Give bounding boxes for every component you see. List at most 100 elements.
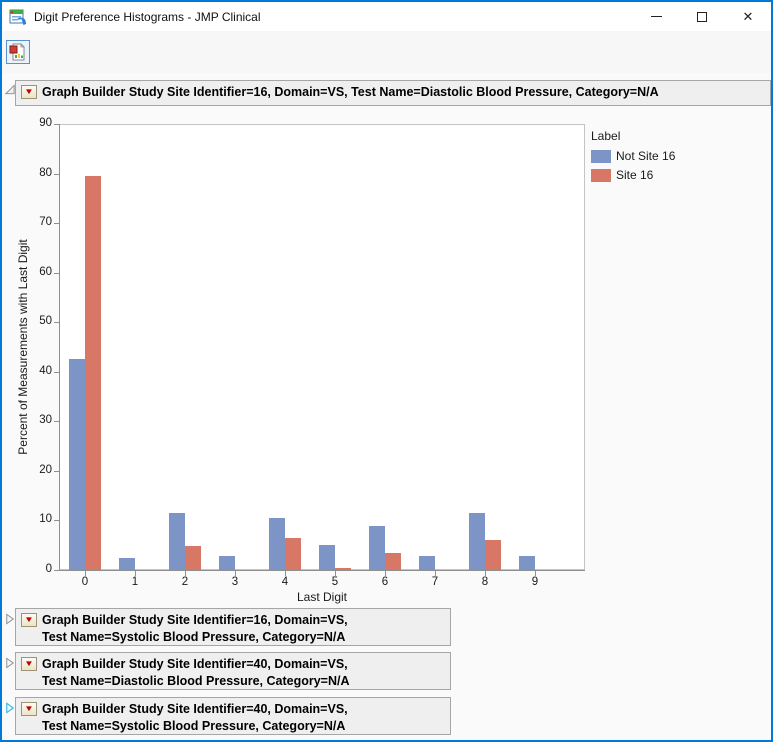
x-tick-mark bbox=[85, 571, 86, 576]
window-controls: ✕ bbox=[633, 2, 771, 31]
bar-site-16-digit-8[interactable] bbox=[485, 540, 501, 570]
bar-not-site-16-digit-1[interactable] bbox=[119, 557, 135, 570]
y-tick-mark bbox=[54, 124, 59, 125]
x-tick-mark bbox=[485, 571, 486, 576]
red-triangle-button[interactable]: ▼ bbox=[21, 702, 37, 716]
section-header-2: ▼ Graph Builder Study Site Identifier=16… bbox=[15, 608, 451, 646]
x-tick-label: 9 bbox=[531, 576, 539, 588]
y-tick-label: 70 bbox=[39, 216, 52, 229]
maximize-button[interactable] bbox=[679, 2, 725, 31]
y-tick-label: 80 bbox=[39, 166, 52, 179]
y-tick-mark bbox=[54, 173, 59, 175]
bar-not-site-16-digit-4[interactable] bbox=[269, 517, 285, 570]
section-header-1: ▼ Graph Builder Study Site Identifier=16… bbox=[15, 80, 771, 106]
disclosure-triangle-icon-collapsed[interactable] bbox=[4, 612, 16, 625]
y-tick-label: 20 bbox=[39, 463, 52, 476]
section-title: Graph Builder Study Site Identifier=40, … bbox=[42, 702, 348, 733]
bar-not-site-16-digit-8[interactable] bbox=[469, 512, 485, 570]
bar-not-site-16-digit-0[interactable] bbox=[69, 359, 85, 570]
bar-not-site-16-digit-5[interactable] bbox=[319, 545, 335, 570]
x-tick-mark bbox=[285, 571, 286, 576]
section-header-3: ▼ Graph Builder Study Site Identifier=40… bbox=[15, 652, 451, 690]
legend-entry: Not Site 16 bbox=[591, 149, 675, 163]
legend-entry: Site 16 bbox=[591, 168, 675, 182]
x-tick-mark bbox=[185, 571, 186, 576]
red-triangle-button[interactable]: ▼ bbox=[21, 85, 37, 99]
legend-swatch[interactable] bbox=[591, 149, 611, 163]
plot-area[interactable] bbox=[59, 124, 585, 570]
x-axis-line bbox=[59, 570, 585, 571]
y-tick-mark bbox=[54, 322, 59, 324]
x-tick-mark bbox=[535, 571, 536, 576]
close-button[interactable]: ✕ bbox=[725, 2, 771, 31]
legend-label: Site 16 bbox=[616, 168, 654, 182]
x-tick-mark bbox=[385, 571, 386, 576]
bar-site-16-digit-5[interactable] bbox=[335, 568, 351, 570]
y-axis-title[interactable]: Percent of Measurements with Last Digit bbox=[16, 239, 30, 455]
y-tick-mark bbox=[54, 570, 59, 571]
x-tick-mark bbox=[135, 571, 136, 576]
x-axis-title[interactable]: Last Digit bbox=[296, 590, 348, 604]
x-tick-label: 7 bbox=[431, 576, 439, 588]
red-triangle-icon: ▼ bbox=[24, 615, 34, 624]
y-tick-label: 10 bbox=[39, 513, 52, 526]
x-tick-mark bbox=[435, 571, 436, 576]
x-tick-label: 1 bbox=[131, 576, 139, 588]
x-tick-mark bbox=[335, 571, 336, 576]
bar-site-16-digit-4[interactable] bbox=[285, 537, 301, 570]
legend-swatch[interactable] bbox=[591, 168, 611, 182]
section-header-4: ▼ Graph Builder Study Site Identifier=40… bbox=[15, 697, 451, 735]
bar-site-16-digit-0[interactable] bbox=[85, 176, 101, 570]
x-tick-label: 5 bbox=[331, 576, 339, 588]
bar-not-site-16-digit-9[interactable] bbox=[519, 556, 535, 570]
x-tick-label: 2 bbox=[181, 576, 189, 588]
y-tick-mark bbox=[54, 470, 59, 472]
y-tick-label: 60 bbox=[39, 265, 52, 278]
y-tick-label: 50 bbox=[39, 315, 52, 328]
red-triangle-button[interactable]: ▼ bbox=[21, 613, 37, 627]
disclosure-triangle-icon-expanded[interactable] bbox=[4, 83, 16, 96]
x-tick-label: 8 bbox=[481, 576, 489, 588]
x-tick-mark bbox=[235, 571, 236, 576]
y-tick-mark bbox=[54, 520, 59, 522]
y-tick-mark bbox=[54, 223, 59, 225]
section-title: Graph Builder Study Site Identifier=16, … bbox=[42, 613, 348, 644]
y-axis-line bbox=[59, 124, 60, 570]
section-title: Graph Builder Study Site Identifier=16, … bbox=[42, 85, 659, 99]
close-icon: ✕ bbox=[742, 9, 754, 24]
bar-site-16-digit-2[interactable] bbox=[185, 546, 201, 570]
y-tick-label: 0 bbox=[45, 563, 52, 575]
legend: Label Not Site 16 Site 16 bbox=[591, 129, 675, 187]
red-triangle-icon: ▼ bbox=[24, 659, 34, 668]
titlebar: Digit Preference Histograms - JMP Clinic… bbox=[2, 2, 771, 31]
x-tick-label: 3 bbox=[231, 576, 239, 588]
y-tick-label: 40 bbox=[39, 364, 52, 377]
maximize-icon bbox=[697, 11, 707, 22]
section-title: Graph Builder Study Site Identifier=40, … bbox=[42, 657, 350, 688]
x-tick-label: 6 bbox=[381, 576, 389, 588]
bar-not-site-16-digit-3[interactable] bbox=[219, 556, 235, 570]
y-tick-mark bbox=[54, 272, 59, 274]
disclosure-triangle-icon-collapsed-highlighted[interactable] bbox=[4, 701, 16, 714]
app-icon bbox=[9, 9, 27, 25]
y-tick-label: 90 bbox=[39, 117, 52, 129]
red-triangle-button[interactable]: ▼ bbox=[21, 657, 37, 671]
legend-title: Label bbox=[591, 129, 621, 143]
window-title: Digit Preference Histograms - JMP Clinic… bbox=[34, 9, 261, 24]
y-tick-mark bbox=[54, 371, 59, 373]
create-report-button[interactable] bbox=[6, 40, 30, 64]
toolbar bbox=[2, 31, 771, 73]
disclosure-triangle-icon-collapsed[interactable] bbox=[4, 656, 16, 669]
legend-label: Not Site 16 bbox=[616, 149, 676, 163]
red-triangle-icon: ▼ bbox=[24, 87, 34, 96]
y-tick-mark bbox=[54, 421, 59, 423]
minimize-button[interactable] bbox=[633, 2, 679, 31]
report-icon bbox=[9, 43, 25, 61]
bar-not-site-16-digit-7[interactable] bbox=[419, 556, 435, 570]
bar-not-site-16-digit-2[interactable] bbox=[169, 513, 185, 570]
bar-site-16-digit-6[interactable] bbox=[385, 553, 401, 570]
bar-not-site-16-digit-6[interactable] bbox=[369, 526, 385, 570]
red-triangle-icon: ▼ bbox=[24, 704, 34, 713]
